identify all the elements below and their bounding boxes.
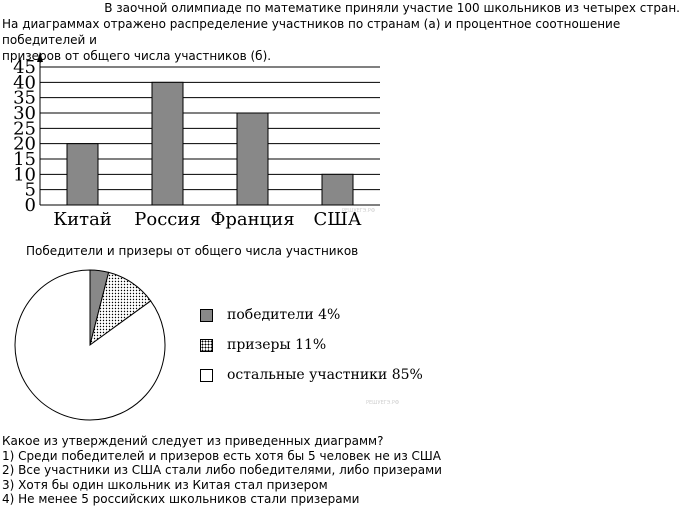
answer-option-1[interactable]: 1) Среди победителей и призеров есть хот… [2,448,441,463]
pie-slice-others [14,269,166,421]
y-tick-label: 45 [13,57,36,78]
y-tick-label: 25 [13,118,36,139]
problem-intro: В заочной олимпиаде по математике принял… [2,0,680,64]
bar-4 [321,173,354,206]
x-tick-label: США [314,209,362,230]
question-block: Какое из утверждений следует из приведен… [2,434,442,507]
y-axis-arrow [37,52,43,62]
intro-line-3: призеров от общего числа участников (б). [2,49,272,63]
bar-2 [151,81,184,206]
watermark-bar: РЕШУЕГЭ.РФ [342,208,376,214]
legend-label-prizewinners: призеры 11% [227,337,327,353]
legend-label-winners: победители 4% [227,307,341,323]
legend-swatch-winners [200,309,213,322]
intro-line-1: В заочной олимпиаде по математике принял… [104,1,680,15]
x-tick-label: Франция [210,209,294,230]
y-tick-label: 0 [25,195,36,216]
intro-line-2: На диаграммах отражено распределение уча… [2,17,621,47]
legend-label-others: остальные участники 85% [227,367,423,383]
legend-swatch-prizewinners [200,339,213,352]
answer-option-3[interactable]: 3) Хотя бы один школьник из Китая стал п… [2,477,328,492]
x-tick-label: Китай [53,209,112,230]
y-tick-label: 10 [13,164,36,185]
legend-swatch-others [200,369,213,382]
x-tick-label: Россия [134,209,200,230]
bar-3 [236,112,269,206]
y-tick-label: 15 [13,149,36,170]
y-tick-label: 40 [13,72,36,93]
pie-chart [14,269,166,421]
pie-chart-title: Победители и призеры от общего числа уча… [26,244,359,258]
answer-option-4[interactable]: 4) Не менее 5 российских школьников стал… [2,492,360,507]
question-prompt: Какое из утверждений следует из приведен… [2,434,384,448]
watermark-pie: РЕШУЕГЭ.РФ [366,400,400,406]
y-tick-label: 30 [13,103,36,124]
y-tick-label: 20 [13,134,36,155]
y-tick-label: 5 [25,180,36,201]
bar-1 [66,143,99,206]
answer-option-2[interactable]: 2) Все участники из США стали либо побед… [2,463,442,478]
y-tick-label: 35 [13,88,36,109]
